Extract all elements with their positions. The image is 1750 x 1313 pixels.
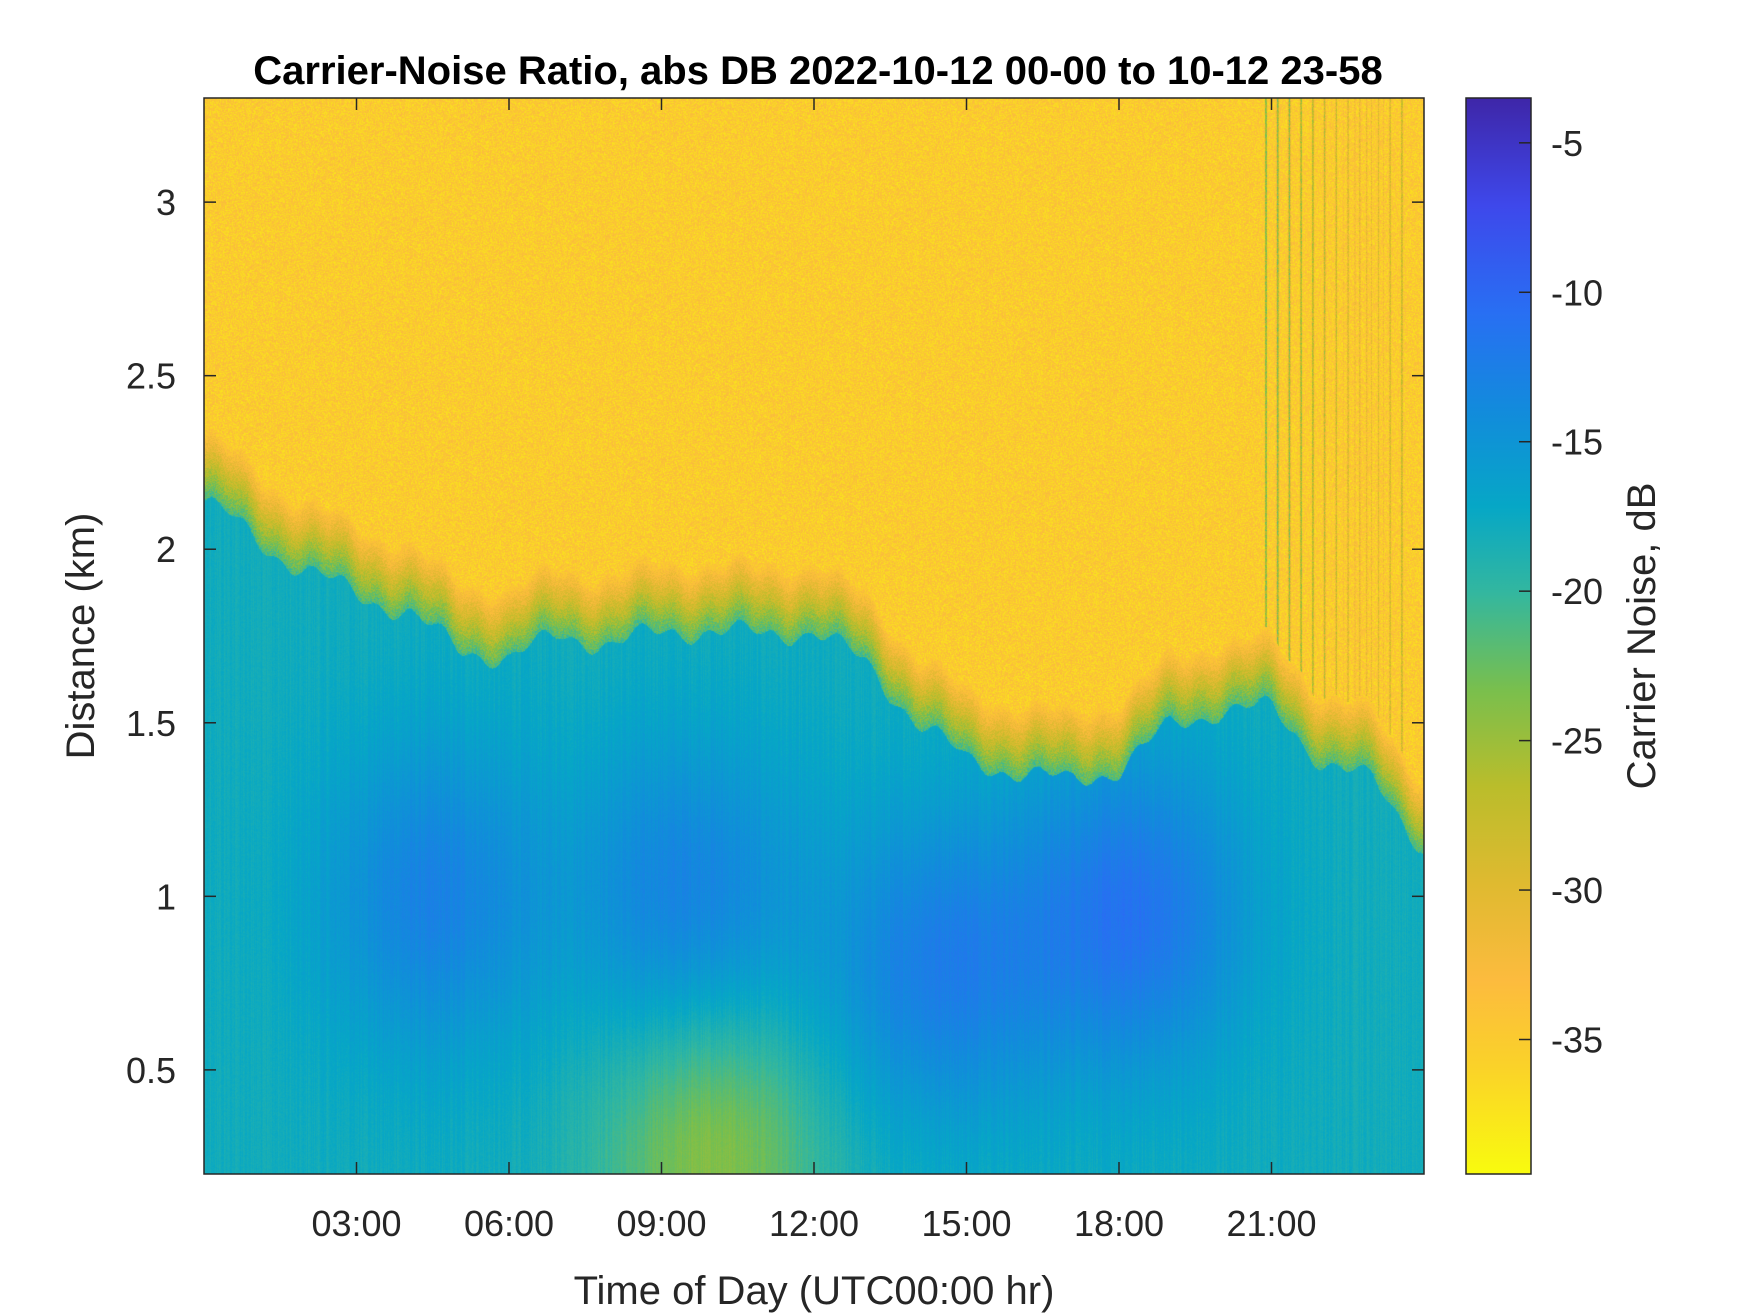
x-tick-label: 18:00 bbox=[1074, 1203, 1164, 1244]
y-tick-label: 0.5 bbox=[126, 1050, 176, 1091]
colorbar-axis: -5 -10 -15 -20 -25 -30 -35 bbox=[1519, 123, 1603, 1061]
x-axis-label: Time of Day (UTC00:00 hr) bbox=[574, 1269, 1055, 1313]
colorbar-tick-label: -20 bbox=[1551, 571, 1603, 612]
colorbar-gradient bbox=[1466, 98, 1531, 1174]
colorbar-tick-label: -10 bbox=[1551, 272, 1603, 313]
plot-area: 03:00 06:00 09:00 12:00 15:00 18:00 21:00 0.5 1… bbox=[126, 97, 1425, 1244]
y-tick-label: 1.5 bbox=[126, 703, 176, 744]
x-tick-label: 03:00 bbox=[311, 1203, 401, 1244]
heatmap bbox=[204, 98, 1424, 1174]
colorbar: -5 -10 -15 -20 -25 -30 -35 bbox=[1465, 97, 1603, 1175]
y-tick-label: 3 bbox=[156, 182, 176, 223]
colorbar-tick-label: -35 bbox=[1551, 1020, 1603, 1061]
chart-title: Carrier-Noise Ratio, abs DB 2022-10-12 0… bbox=[253, 49, 1382, 93]
colorbar-tick-label: -30 bbox=[1551, 870, 1603, 911]
y-tick-label: 2.5 bbox=[126, 356, 176, 397]
colorbar-label: Carrier Noise, dB bbox=[1620, 483, 1664, 790]
x-tick-label: 15:00 bbox=[921, 1203, 1011, 1244]
colorbar-tick-label: -15 bbox=[1551, 422, 1603, 463]
x-tick-label: 06:00 bbox=[464, 1203, 554, 1244]
y-tick-label: 1 bbox=[156, 876, 176, 917]
x-axis: 03:00 06:00 09:00 12:00 15:00 18:00 21:00 bbox=[311, 98, 1317, 1244]
colorbar-tick-label: -5 bbox=[1551, 123, 1583, 164]
x-tick-label: 21:00 bbox=[1226, 1203, 1316, 1244]
x-tick-label: 12:00 bbox=[769, 1203, 859, 1244]
colorbar-tick-label: -25 bbox=[1551, 721, 1603, 762]
y-tick-label: 2 bbox=[156, 529, 176, 570]
y-axis-label: Distance (km) bbox=[59, 513, 103, 760]
x-tick-label: 09:00 bbox=[616, 1203, 706, 1244]
colorbar-frame bbox=[1465, 97, 1532, 1175]
y-axis: 0.5 1 1.5 2 2.5 3 bbox=[126, 182, 1424, 1091]
